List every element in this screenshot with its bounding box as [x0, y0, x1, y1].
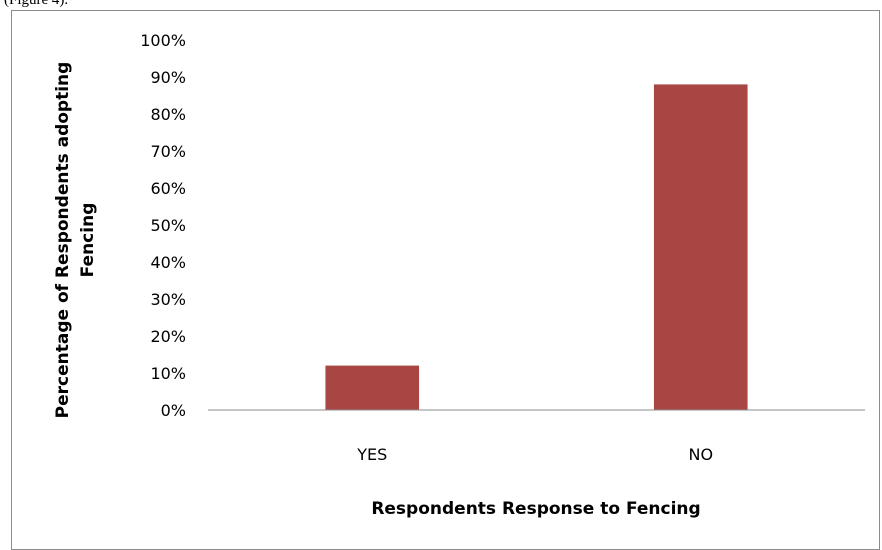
y-axis-title-line: Fencing: [78, 203, 98, 278]
y-tick-label: 20%: [150, 327, 186, 346]
y-tick-label: 80%: [150, 105, 186, 124]
x-axis-title: Respondents Response to Fencing: [371, 499, 700, 519]
y-axis-title-line: Percentage of Respondents adopting: [53, 62, 73, 419]
y-tick-label: 40%: [150, 253, 186, 272]
x-tick-label-yes: YES: [356, 445, 387, 464]
y-tick-label: 100%: [140, 31, 186, 50]
document-fragment-text: (Figure 4).: [4, 0, 69, 8]
x-axis-ticks: YES NO: [356, 445, 713, 464]
y-tick-label: 10%: [150, 364, 186, 383]
y-tick-label: 50%: [150, 216, 186, 235]
y-tick-label: 30%: [150, 290, 186, 309]
y-tick-label: 0%: [161, 401, 186, 420]
bar-no: [653, 84, 748, 411]
x-tick-label-no: NO: [688, 445, 713, 464]
bars: [325, 84, 748, 411]
y-tick-label: 60%: [150, 179, 186, 198]
y-tick-label: 90%: [150, 68, 186, 87]
y-axis-ticks: 0% 10% 20% 30% 40% 50% 60% 70% 80% 90% 100%: [140, 31, 186, 420]
y-tick-label: 70%: [150, 142, 186, 161]
y-axis-title: Percentage of Respondents adopting Fencin…: [53, 62, 98, 419]
bar-yes: [325, 365, 420, 410]
